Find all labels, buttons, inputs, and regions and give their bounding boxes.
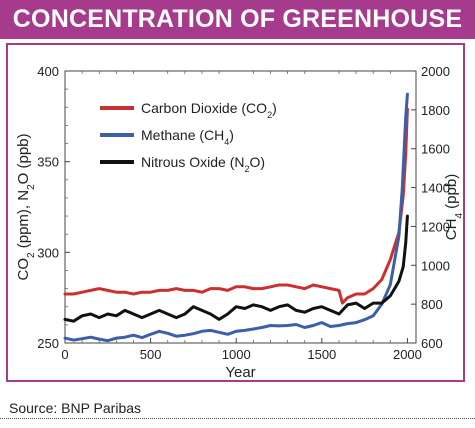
y-left-tick-label: 250 <box>37 336 59 351</box>
y-left-tick-label: 350 <box>37 155 59 170</box>
y-right-tick-label: 600 <box>421 336 443 351</box>
y-right-tick-label: 800 <box>421 297 443 312</box>
x-tick-label: 2000 <box>393 347 422 362</box>
chart-frame <box>6 43 465 382</box>
page-title: CONCENTRATION OF GREENHOUSE GASES <box>0 0 475 72</box>
y-right-tick-label: 1600 <box>421 142 450 157</box>
y-right-tick-label: 1200 <box>421 219 450 234</box>
y-right-tick-label: 1000 <box>421 258 450 273</box>
legend-label: Carbon Dioxide (CO2) <box>141 100 277 120</box>
y-right-tick-label: 1400 <box>421 181 450 196</box>
y-right-tick-label: 2000 <box>421 64 450 79</box>
x-tick-label: 0 <box>61 347 68 362</box>
y-left-axis-label: CO2 (ppm), N2O (ppb) <box>15 134 37 281</box>
legend-label: Methane (CH4) <box>141 127 234 147</box>
dotted-divider <box>0 418 475 419</box>
series-line-carbon <box>63 107 409 305</box>
x-axis-label: Year <box>225 364 255 381</box>
y-right-axis-label: CH4 (ppb) <box>443 174 465 240</box>
legend-label: Nitrous Oxide (N2O) <box>141 154 265 174</box>
y-right-tick-label: 1800 <box>421 103 450 118</box>
x-tick-label: 1000 <box>222 347 251 362</box>
series-line-nitrous <box>63 214 409 323</box>
y-left-tick-label: 300 <box>37 245 59 260</box>
source-note: Source: BNP Paribas <box>9 400 142 416</box>
y-left-tick-label: 400 <box>37 64 59 79</box>
plot-area-border <box>64 70 417 344</box>
x-tick-label: 500 <box>140 347 162 362</box>
series-line-methane <box>63 92 409 343</box>
x-tick-label: 1500 <box>307 347 336 362</box>
